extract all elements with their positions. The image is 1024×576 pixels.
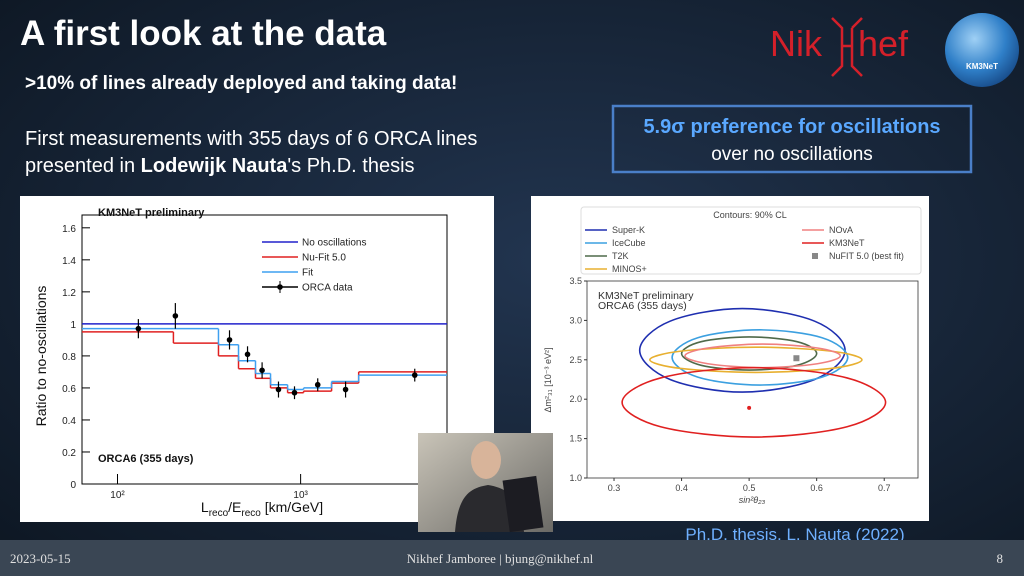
x-tick-label: 10² xyxy=(110,490,125,501)
y-axis-label: Δm²₃₁ [10⁻³ eV²] xyxy=(543,348,553,413)
logo-text: Nik xyxy=(770,23,823,64)
plot-frame xyxy=(81,214,448,485)
data-point xyxy=(244,351,251,358)
nikhef-logo: Nik hef xyxy=(770,17,909,77)
x-axis-label: Lreco/Ereco [km/GeV] xyxy=(201,499,323,519)
x-tick-label: 0.3 xyxy=(608,483,621,493)
contour xyxy=(621,366,887,438)
badge-circle xyxy=(945,13,1019,87)
label-part: /E xyxy=(228,499,241,515)
text-part: presented in xyxy=(25,155,141,177)
footer-page: 8 xyxy=(997,551,1004,566)
legend-label: NuFIT 5.0 (best fit) xyxy=(829,251,904,261)
label-part: L xyxy=(201,499,209,515)
logo-symbol xyxy=(831,17,863,77)
y-tick-label: 1.4 xyxy=(62,256,76,267)
subtitle: >10% of lines already deployed and takin… xyxy=(25,73,457,94)
y-tick-label: 0.4 xyxy=(62,416,76,427)
data-point xyxy=(259,367,265,374)
y-tick-label: 0.6 xyxy=(62,384,76,395)
highlight-text: 5.9σ preference for oscillations xyxy=(643,116,940,138)
data-point xyxy=(411,372,418,378)
body-text: First measurements with 355 days of 6 OR… xyxy=(25,128,477,150)
label-part: [km/GeV] xyxy=(261,499,323,515)
badge-text: KM3NeT xyxy=(966,62,998,71)
legend-label: Nu-Fit 5.0 xyxy=(302,253,346,264)
body-text: presented in Lodewijk Nauta's Ph.D. thes… xyxy=(25,155,415,177)
km3net-badge: KM3NeT xyxy=(945,13,1019,87)
highlight-text: over no oscillations xyxy=(711,144,873,165)
legend-label: NOvA xyxy=(829,225,853,235)
x-tick-label: 0.6 xyxy=(810,483,823,493)
legend-label: KM3NeT xyxy=(829,238,865,248)
footer-date: 2023-05-15 xyxy=(10,551,71,566)
photo xyxy=(418,433,553,533)
data-point xyxy=(172,313,179,319)
highlight-box xyxy=(611,104,973,174)
y-tick-label: 2.5 xyxy=(569,355,582,365)
chart-annotation: ORCA6 (355 days) xyxy=(598,300,687,312)
y-tick-label: 0.8 xyxy=(62,352,76,363)
data-point xyxy=(275,386,282,393)
y-tick-label: 1 xyxy=(70,320,76,331)
data-point xyxy=(135,325,142,332)
x-tick-label: 10³ xyxy=(293,490,308,501)
legend-title: Contours: 90% CL xyxy=(713,210,787,220)
chart-panel xyxy=(20,196,494,522)
y-tick-label: 1.2 xyxy=(62,288,76,299)
data-point xyxy=(314,381,321,388)
contour xyxy=(671,329,849,386)
footer-center: Nikhef Jamboree | bjung@nikhef.nl xyxy=(407,551,594,566)
text-part: 's Ph.D. thesis xyxy=(287,155,414,177)
best-fit-marker xyxy=(793,355,800,362)
data-point xyxy=(291,389,298,396)
y-tick-label: 3.5 xyxy=(569,276,582,286)
label-part: reco xyxy=(209,508,229,519)
legend-label: Fit xyxy=(302,268,313,279)
slide-title: A first look at the data xyxy=(20,14,387,53)
label-part: reco xyxy=(241,508,261,519)
x-tick-label: 0.7 xyxy=(878,483,891,493)
legend-label: Super-K xyxy=(612,225,645,235)
data-point xyxy=(226,337,233,343)
logo-text: hef xyxy=(858,23,909,64)
y-tick-label: 3.0 xyxy=(569,315,582,325)
y-tick-label: 0.2 xyxy=(62,448,76,459)
caption-link[interactable]: Ph.D. thesis, L. Nauta (2022) xyxy=(685,525,904,544)
y-tick-label: 1.0 xyxy=(569,473,582,483)
charts: 0 0.2 0.4 0.6 0.8 1 1.2 1.4 1.6 10² 10³ No oscillat… xyxy=(33,206,922,519)
best-fit-marker xyxy=(747,405,752,410)
legend-label: IceCube xyxy=(612,238,646,248)
x-axis-label: sin²θ₂₃ xyxy=(739,495,766,505)
legend-label: ORCA data xyxy=(302,283,353,294)
contour xyxy=(684,343,842,369)
y-tick-label: 2.0 xyxy=(569,394,582,404)
contour xyxy=(649,346,863,374)
legend-label: No oscillations xyxy=(302,238,366,249)
footer-bar xyxy=(0,540,1024,576)
plot-frame xyxy=(586,280,919,479)
legend-label: T2K xyxy=(612,251,629,261)
data-point xyxy=(342,386,349,393)
y-axis-label: Ratio to no-oscillations xyxy=(33,286,49,427)
chart-annotation: KM3NeT preliminary xyxy=(598,290,694,302)
photo-head xyxy=(471,441,501,479)
legend-marker xyxy=(812,253,818,259)
photo-book xyxy=(502,475,544,533)
chart-annotation: ORCA6 (355 days) xyxy=(98,453,194,465)
y-tick-label: 0 xyxy=(70,480,76,491)
author-name: Lodewijk Nauta xyxy=(141,155,289,177)
x-tick-label: 0.4 xyxy=(675,483,688,493)
y-tick-label: 1.5 xyxy=(569,434,582,444)
y-tick-label: 1.6 xyxy=(62,224,76,235)
x-tick-label: 0.5 xyxy=(743,483,756,493)
legend-box xyxy=(580,206,922,275)
contour xyxy=(638,307,846,393)
legend-label: MINOS+ xyxy=(612,264,647,274)
chart-title: KM3NeT preliminary xyxy=(98,207,205,219)
